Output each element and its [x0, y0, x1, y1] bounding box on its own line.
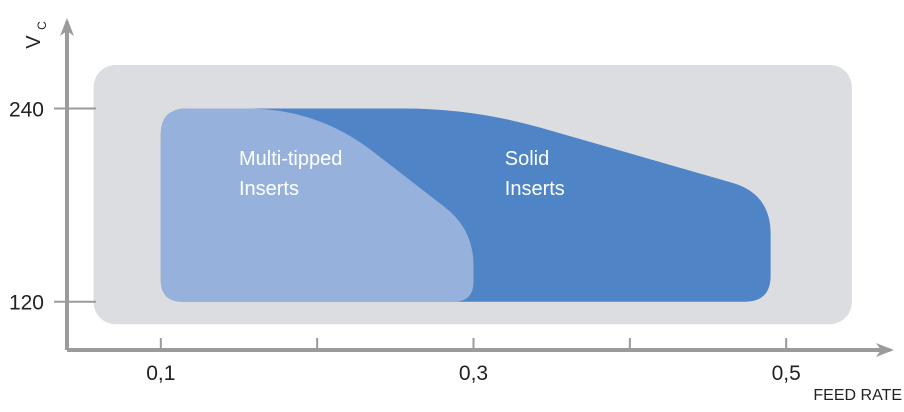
solid-inserts-label-line-1: Solid [505, 148, 549, 170]
x-tick-label: 0,1 [146, 362, 175, 385]
y-tick-label: 120 [9, 292, 44, 315]
multi-tipped-inserts-label-line-1: Multi-tipped [239, 148, 342, 170]
solid-inserts-label: Solid Inserts [505, 148, 565, 200]
multi-tipped-inserts-label-line-2: Inserts [239, 178, 299, 200]
x-axis-label: FEED RATE [813, 387, 902, 404]
y-tick-label: 240 [9, 98, 44, 121]
y-ticks: 120 240 [9, 98, 96, 315]
multi-tipped-inserts-label: Multi-tipped Inserts [239, 148, 348, 200]
x-ticks: 0,1 0,3 0,5 [146, 338, 801, 385]
x-tick-label: 0,5 [772, 362, 801, 385]
multi-tipped-inserts-area [160, 108, 474, 302]
x-tick-label: 0,3 [459, 362, 488, 385]
y-axis-label-subscript: C [35, 21, 49, 30]
y-axis-label-main: V [23, 35, 45, 49]
y-axis-label: V C [23, 21, 49, 49]
solid-inserts-label-line-2: Inserts [505, 178, 565, 200]
